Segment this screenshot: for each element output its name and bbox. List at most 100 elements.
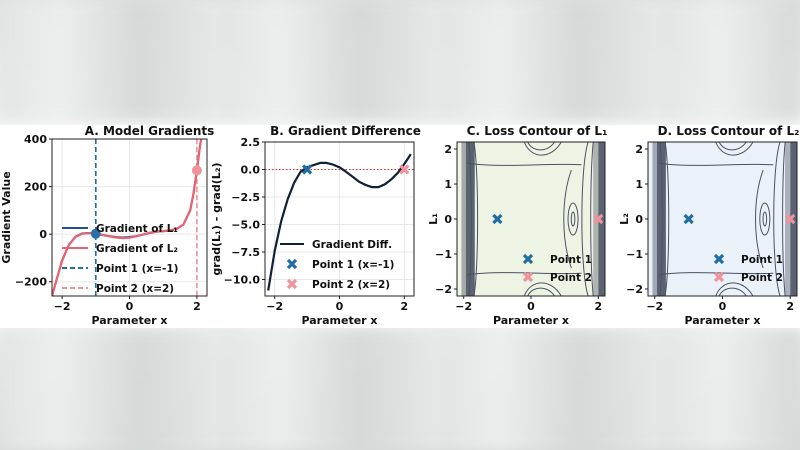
legend-contour-point-1-label: Point 1 [550,254,592,266]
plot-area-C [457,142,605,296]
y-axis-label: Gradient Value [0,171,13,263]
x-tick-label: −2 [455,300,472,313]
contour-line [762,211,768,227]
figure: −2 0 2 −200 0 200 400 A. Model Gradients Paramet… [0,125,800,328]
y-tick-label: 1 [635,178,643,191]
x-tick-label: 2 [193,300,201,313]
contour-line [782,142,786,296]
x-axis-label: Parameter x [493,314,569,327]
x-tick-label: 2 [594,300,602,313]
contour-line [467,272,582,276]
panel-title: D. Loss Contour of L₂ [658,125,800,138]
x-tick-label: −2 [646,300,663,313]
y-tick-label: 400 [24,133,47,146]
x-axis-label: Parameter x [684,314,760,327]
y-tick-label: −2 [435,283,452,296]
x-tick-label: 2 [786,300,794,313]
contour-fill [648,142,797,296]
contour-band-right [790,142,797,296]
legend-contour-point-1-marker [713,253,725,265]
contour-line [759,202,771,236]
y-tick-label: 0 [39,228,47,241]
contour-band-right [593,142,599,296]
y-tick-label: 200 [24,181,47,194]
legend-point-2-marker [286,278,298,290]
legend-gradient-l2-label: Gradient of L₂ [96,243,178,255]
panel-title: A. Model Gradients [85,125,215,138]
panel-title: B. Gradient Difference [270,125,421,138]
legend-contour-point-2-label: Point 2 [741,272,783,284]
y-tick-label: 0.0 [241,164,261,177]
contour-line [523,142,562,156]
point-1-marker [492,213,503,225]
contour-line [563,169,572,269]
point-1-marker [301,164,313,175]
contour-line [659,142,663,296]
legend-contour-point-1-label: Point 1 [741,254,783,266]
marker-point-2 [191,165,202,176]
blurred-background-top [0,0,800,120]
contour-band-left [465,142,475,296]
legend-gradient-l1-label: Gradient of L₁ [96,223,178,235]
contour-line [590,142,594,296]
point-2-marker [593,213,604,225]
series-line-1 [267,153,412,291]
contour-line [718,287,747,296]
y-tick-label: 2 [444,143,452,156]
y-axis-label: L₁ [427,213,440,225]
x-axis-label: Parameter x [301,314,377,327]
contour-line [570,211,576,227]
legend-contour-point-2-label: Point 2 [550,272,592,284]
y-tick-label: −10.0 [224,274,261,287]
plot-area-A [52,139,207,296]
legend-gradient-diff-label: Gradient Diff. [312,239,392,251]
x-tick-label: −2 [266,300,283,313]
y-tick-label: −7.5 [231,246,260,259]
contour-line [581,142,589,296]
y-tick-label: −2.5 [231,191,260,204]
point-1-marker [683,213,694,225]
contour-band-left [656,142,666,296]
legend-point-1-label: Point 1 (x=-1) [96,263,178,275]
legend-point-2-label: Point 2 (x=2) [312,279,390,291]
contour-line [664,142,670,296]
y-tick-label: −2 [626,283,643,296]
contour-line [715,142,754,156]
y-tick-label: 2.5 [241,136,261,149]
y-tick-label: 0 [635,213,643,226]
point-2-marker [785,213,796,225]
point-2-marker [399,164,410,175]
y-tick-label: −1 [435,248,452,261]
x-tick-label: 0 [126,300,134,313]
y-axis-label: L₂ [618,213,631,225]
y-tick-label: −200 [15,276,48,289]
legend-contour-point-2-marker [522,271,534,283]
legend-point-1-marker [286,258,298,270]
x-tick-label: 0 [336,300,344,313]
contour-line [468,142,472,296]
legend-point-1-label: Point 1 (x=-1) [312,259,394,271]
contour-line [658,272,774,276]
contour-line [658,162,774,166]
x-tick-label: 0 [527,300,535,313]
y-tick-label: −1 [626,248,643,261]
y-tick-label: 1 [444,178,452,191]
x-tick-label: 2 [400,300,408,313]
y-tick-label: 0 [444,213,452,226]
x-tick-label: −2 [54,300,71,313]
contour-band-right [785,142,791,296]
x-tick-label: 0 [719,300,727,313]
legend-contour-point-1-marker [522,253,534,265]
contour-line [773,142,781,296]
contour-line [718,142,747,151]
y-tick-label: 2 [635,143,643,156]
legend-point-2-label: Point 2 (x=2) [96,283,174,295]
contour-line [523,282,562,296]
contour-line [527,287,555,296]
panel-title: C. Loss Contour of L₁ [467,125,608,138]
contour-band-left [652,142,657,296]
contour-line [473,142,479,296]
contour-line [527,142,555,151]
contour-line [715,282,754,296]
